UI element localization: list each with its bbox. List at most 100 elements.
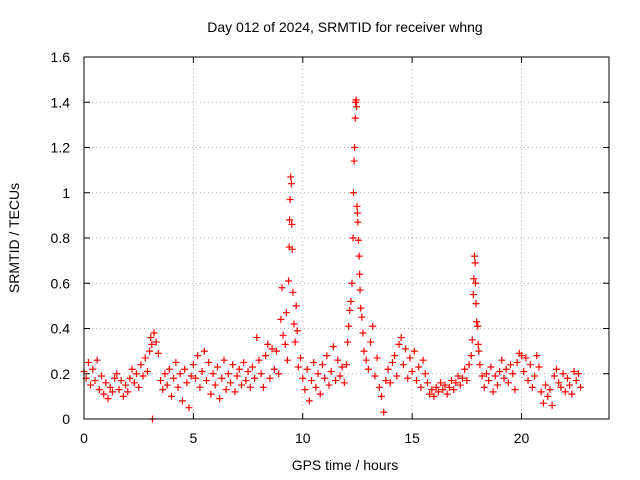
data-point bbox=[340, 379, 348, 387]
data-point bbox=[321, 374, 329, 382]
data-point bbox=[421, 370, 429, 378]
data-point bbox=[428, 386, 436, 394]
data-point bbox=[286, 196, 294, 204]
data-point bbox=[354, 218, 362, 226]
data-point bbox=[522, 354, 530, 362]
data-point bbox=[359, 329, 367, 337]
data-point bbox=[524, 377, 532, 385]
data-point bbox=[299, 374, 307, 382]
data-point bbox=[528, 383, 536, 391]
data-point bbox=[397, 334, 405, 342]
data-point bbox=[386, 379, 394, 387]
data-point bbox=[227, 379, 235, 387]
data-point bbox=[126, 374, 134, 382]
data-point bbox=[463, 377, 471, 385]
data-point bbox=[224, 370, 232, 378]
data-point bbox=[349, 234, 357, 242]
data-point bbox=[233, 372, 241, 380]
data-point bbox=[329, 343, 337, 351]
data-point bbox=[194, 352, 202, 360]
data-point bbox=[286, 216, 294, 224]
data-point bbox=[209, 370, 217, 378]
data-point bbox=[537, 388, 545, 396]
data-point bbox=[290, 320, 298, 328]
data-point bbox=[289, 288, 297, 296]
axis-ticks: 0 0.2 0.4 0.6 0.8 1 1.2 1.4 1.6 0 5 10 15 20 bbox=[51, 49, 609, 446]
data-point bbox=[150, 329, 158, 337]
data-point bbox=[388, 358, 396, 366]
data-point bbox=[356, 270, 364, 278]
data-point bbox=[205, 358, 213, 366]
y-tick-label: 0.6 bbox=[51, 275, 71, 291]
data-point bbox=[548, 401, 556, 409]
data-point bbox=[262, 352, 270, 360]
data-point bbox=[288, 245, 296, 253]
data-point bbox=[498, 356, 506, 364]
data-point bbox=[323, 352, 331, 360]
data-point bbox=[402, 345, 410, 353]
data-point bbox=[89, 365, 97, 373]
x-tick-label: 0 bbox=[80, 430, 88, 446]
data-point bbox=[168, 392, 175, 400]
data-point bbox=[472, 300, 480, 308]
data-point bbox=[489, 388, 497, 396]
data-point bbox=[553, 365, 560, 373]
data-point bbox=[135, 383, 143, 391]
data-point bbox=[100, 390, 108, 398]
data-point bbox=[325, 381, 333, 389]
data-point bbox=[198, 367, 206, 375]
data-point bbox=[189, 361, 197, 369]
data-point bbox=[378, 392, 385, 400]
data-point bbox=[242, 377, 250, 385]
y-tick-label: 1.2 bbox=[51, 140, 71, 156]
data-point bbox=[577, 383, 585, 391]
data-point bbox=[423, 379, 431, 387]
y-tick-label: 1.6 bbox=[51, 49, 71, 65]
data-point bbox=[439, 386, 447, 394]
data-point bbox=[84, 358, 92, 366]
data-point bbox=[443, 390, 451, 398]
data-point bbox=[410, 347, 418, 355]
data-point bbox=[172, 358, 180, 366]
data-point bbox=[513, 358, 521, 366]
data-point bbox=[273, 347, 280, 355]
data-point bbox=[130, 379, 138, 387]
plot-frame bbox=[83, 56, 610, 420]
grid bbox=[84, 57, 609, 419]
data-point bbox=[255, 356, 263, 364]
data-point bbox=[266, 374, 274, 382]
data-point bbox=[196, 383, 204, 391]
x-tick-label: 5 bbox=[189, 430, 197, 446]
data-point bbox=[222, 386, 230, 394]
data-point bbox=[456, 381, 464, 389]
data-point bbox=[356, 286, 364, 294]
data-point bbox=[336, 372, 344, 380]
data-point bbox=[572, 377, 580, 385]
data-point bbox=[111, 374, 119, 382]
data-point bbox=[117, 377, 125, 385]
y-tick-label: 0 bbox=[62, 411, 70, 427]
data-point bbox=[380, 408, 388, 416]
data-point bbox=[535, 363, 543, 371]
data-point bbox=[369, 322, 377, 330]
data-point bbox=[288, 220, 296, 228]
data-point bbox=[496, 367, 504, 375]
data-point bbox=[357, 304, 365, 312]
data-point bbox=[408, 367, 416, 375]
data-point bbox=[141, 354, 149, 362]
data-point bbox=[432, 383, 440, 391]
data-point bbox=[291, 338, 299, 346]
data-point bbox=[544, 392, 552, 400]
data-point bbox=[119, 392, 127, 400]
data-point bbox=[235, 365, 243, 373]
data-point bbox=[406, 354, 414, 362]
data-point bbox=[546, 386, 554, 394]
data-point bbox=[181, 365, 189, 373]
data-point bbox=[417, 383, 425, 391]
y-tick-label: 1 bbox=[62, 185, 70, 201]
data-point bbox=[275, 370, 283, 378]
data-point bbox=[404, 374, 412, 382]
data-point bbox=[253, 334, 261, 342]
data-point bbox=[293, 327, 301, 335]
